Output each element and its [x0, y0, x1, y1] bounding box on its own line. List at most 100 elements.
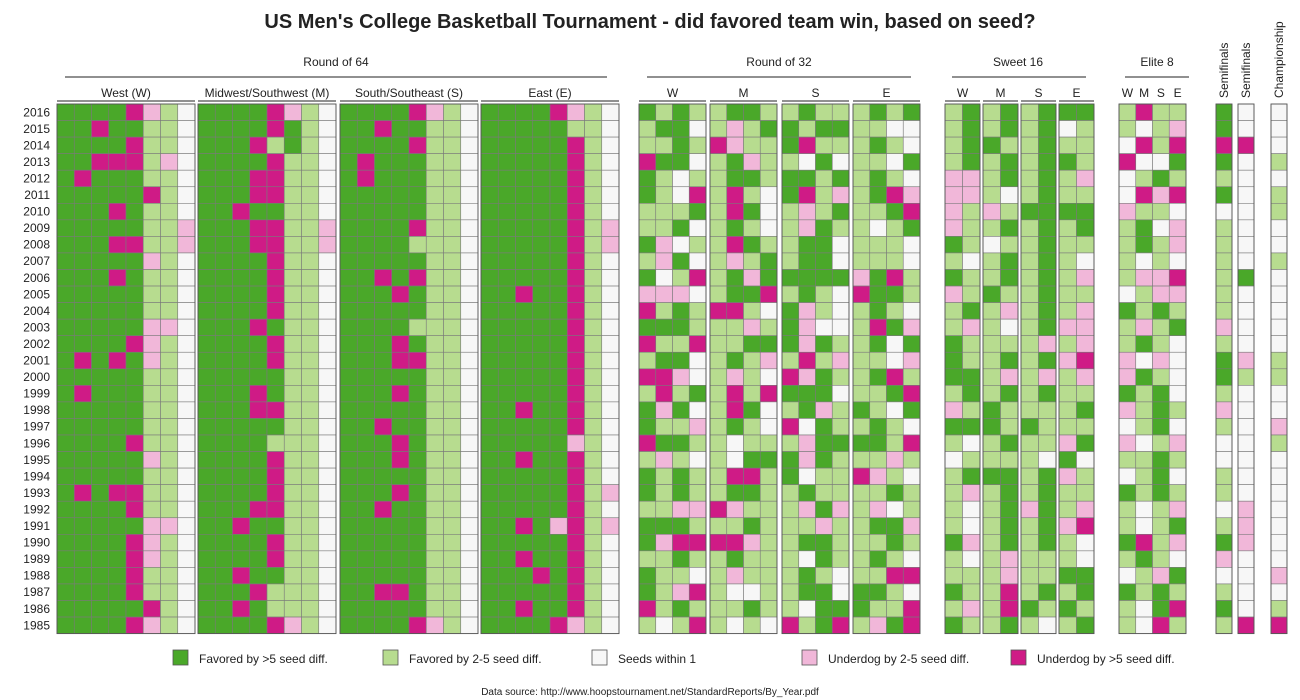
- heatmap-cell: [962, 351, 981, 370]
- heatmap-cell: [1152, 351, 1170, 370]
- heatmap-cell: [1118, 533, 1137, 552]
- heatmap-cell: [902, 136, 921, 154]
- heatmap-cell: [425, 103, 444, 121]
- heatmap-cell: [374, 136, 393, 154]
- heatmap-cell: [672, 616, 690, 634]
- heatmap-cell: [391, 467, 410, 485]
- heatmap-cell: [425, 418, 444, 436]
- heatmap-cell: [1118, 285, 1137, 303]
- heatmap-cell: [1237, 103, 1255, 121]
- heatmap-cell: [73, 533, 92, 552]
- heatmap-cell: [815, 418, 833, 436]
- heatmap-cell: [339, 418, 358, 436]
- heatmap-cell: [515, 385, 534, 403]
- heatmap-cell: [781, 302, 800, 320]
- heatmap-cell: [73, 103, 92, 121]
- heatmap-cell: [443, 103, 462, 121]
- heatmap-cell: [1020, 236, 1039, 254]
- heatmap-cell: [688, 434, 707, 452]
- heatmap-cell: [1020, 434, 1039, 452]
- heatmap-cell: [1135, 533, 1153, 552]
- year-label: 2013: [23, 155, 50, 169]
- heatmap-cell: [1076, 351, 1095, 370]
- heatmap-cell: [1270, 219, 1288, 237]
- heatmap-cell: [982, 318, 1001, 336]
- legend-swatch: [591, 649, 608, 666]
- heatmap-cell: [655, 600, 673, 618]
- heatmap-cell: [160, 269, 179, 287]
- heatmap-cell: [480, 401, 499, 419]
- heatmap-cell: [249, 252, 268, 270]
- heatmap-cell: [142, 368, 161, 386]
- heatmap-cell: [1152, 153, 1170, 171]
- heatmap-cell: [1135, 567, 1153, 585]
- heatmap-cell: [1270, 186, 1288, 204]
- heatmap-cell: [177, 567, 196, 585]
- heatmap-cell: [601, 335, 620, 353]
- heatmap-cell: [1135, 616, 1153, 634]
- heatmap-cell: [1237, 500, 1255, 519]
- heatmap-cell: [1058, 351, 1077, 370]
- heatmap-cell: [601, 401, 620, 419]
- heatmap-cell: [73, 418, 92, 436]
- heatmap-cell: [283, 186, 302, 204]
- heatmap-cell: [318, 335, 337, 353]
- heatmap-cell: [283, 302, 302, 320]
- heatmap-cell: [886, 153, 904, 171]
- heatmap-cell: [125, 484, 144, 502]
- heatmap-cell: [688, 550, 707, 568]
- heatmap-cell: [266, 567, 285, 585]
- heatmap-cell: [1215, 252, 1233, 270]
- heatmap-cell: [1270, 351, 1288, 370]
- heatmap-cell: [638, 269, 657, 287]
- heatmap-cell: [532, 186, 551, 204]
- heatmap-cell: [831, 567, 850, 585]
- heatmap-cell: [1058, 451, 1077, 469]
- heatmap-cell: [638, 169, 657, 188]
- year-label: 1986: [23, 602, 50, 616]
- heatmap-cell: [391, 269, 410, 287]
- heatmap-cell: [515, 169, 534, 188]
- heatmap-cell: [759, 236, 778, 254]
- heatmap-cell: [743, 120, 761, 138]
- heatmap-cell: [962, 500, 981, 519]
- year-label: 2000: [23, 370, 50, 384]
- heatmap-cell: [266, 136, 285, 154]
- heatmap-cell: [1135, 467, 1153, 485]
- heatmap-cell: [672, 153, 690, 171]
- heatmap-cell: [944, 318, 963, 336]
- heatmap-cell: [798, 302, 816, 320]
- heatmap-cell: [798, 186, 816, 204]
- heatmap-cell: [1000, 169, 1019, 188]
- heatmap-cell: [1000, 302, 1019, 320]
- heatmap-cell: [532, 169, 551, 188]
- heatmap-cell: [831, 285, 850, 303]
- heatmap-cell: [1237, 120, 1255, 138]
- heatmap-cell: [425, 567, 444, 585]
- heatmap-cell: [160, 103, 179, 121]
- heatmap-cell: [1135, 517, 1153, 535]
- heatmap-cell: [391, 500, 410, 519]
- heatmap-cell: [781, 186, 800, 204]
- heatmap-cell: [1135, 451, 1153, 469]
- heatmap-cell: [1135, 136, 1153, 154]
- heatmap-cell: [1118, 368, 1137, 386]
- heatmap-cell: [443, 583, 462, 601]
- heatmap-cell: [480, 550, 499, 568]
- heatmap-cell: [1215, 169, 1233, 188]
- heatmap-cell: [655, 318, 673, 336]
- heatmap-cell: [798, 236, 816, 254]
- heatmap-cell: [1020, 351, 1039, 370]
- heatmap-cell: [1076, 434, 1095, 452]
- heatmap-cell: [318, 517, 337, 535]
- heatmap-cell: [460, 368, 479, 386]
- heatmap-cell: [709, 153, 728, 171]
- heatmap-cell: [1270, 600, 1288, 618]
- heatmap-cell: [374, 285, 393, 303]
- heatmap-cell: [177, 203, 196, 221]
- heatmap-cell: [480, 500, 499, 519]
- heatmap-cell: [1118, 451, 1137, 469]
- heatmap-cell: [743, 600, 761, 618]
- heatmap-cell: [944, 550, 963, 568]
- heatmap-cell: [480, 451, 499, 469]
